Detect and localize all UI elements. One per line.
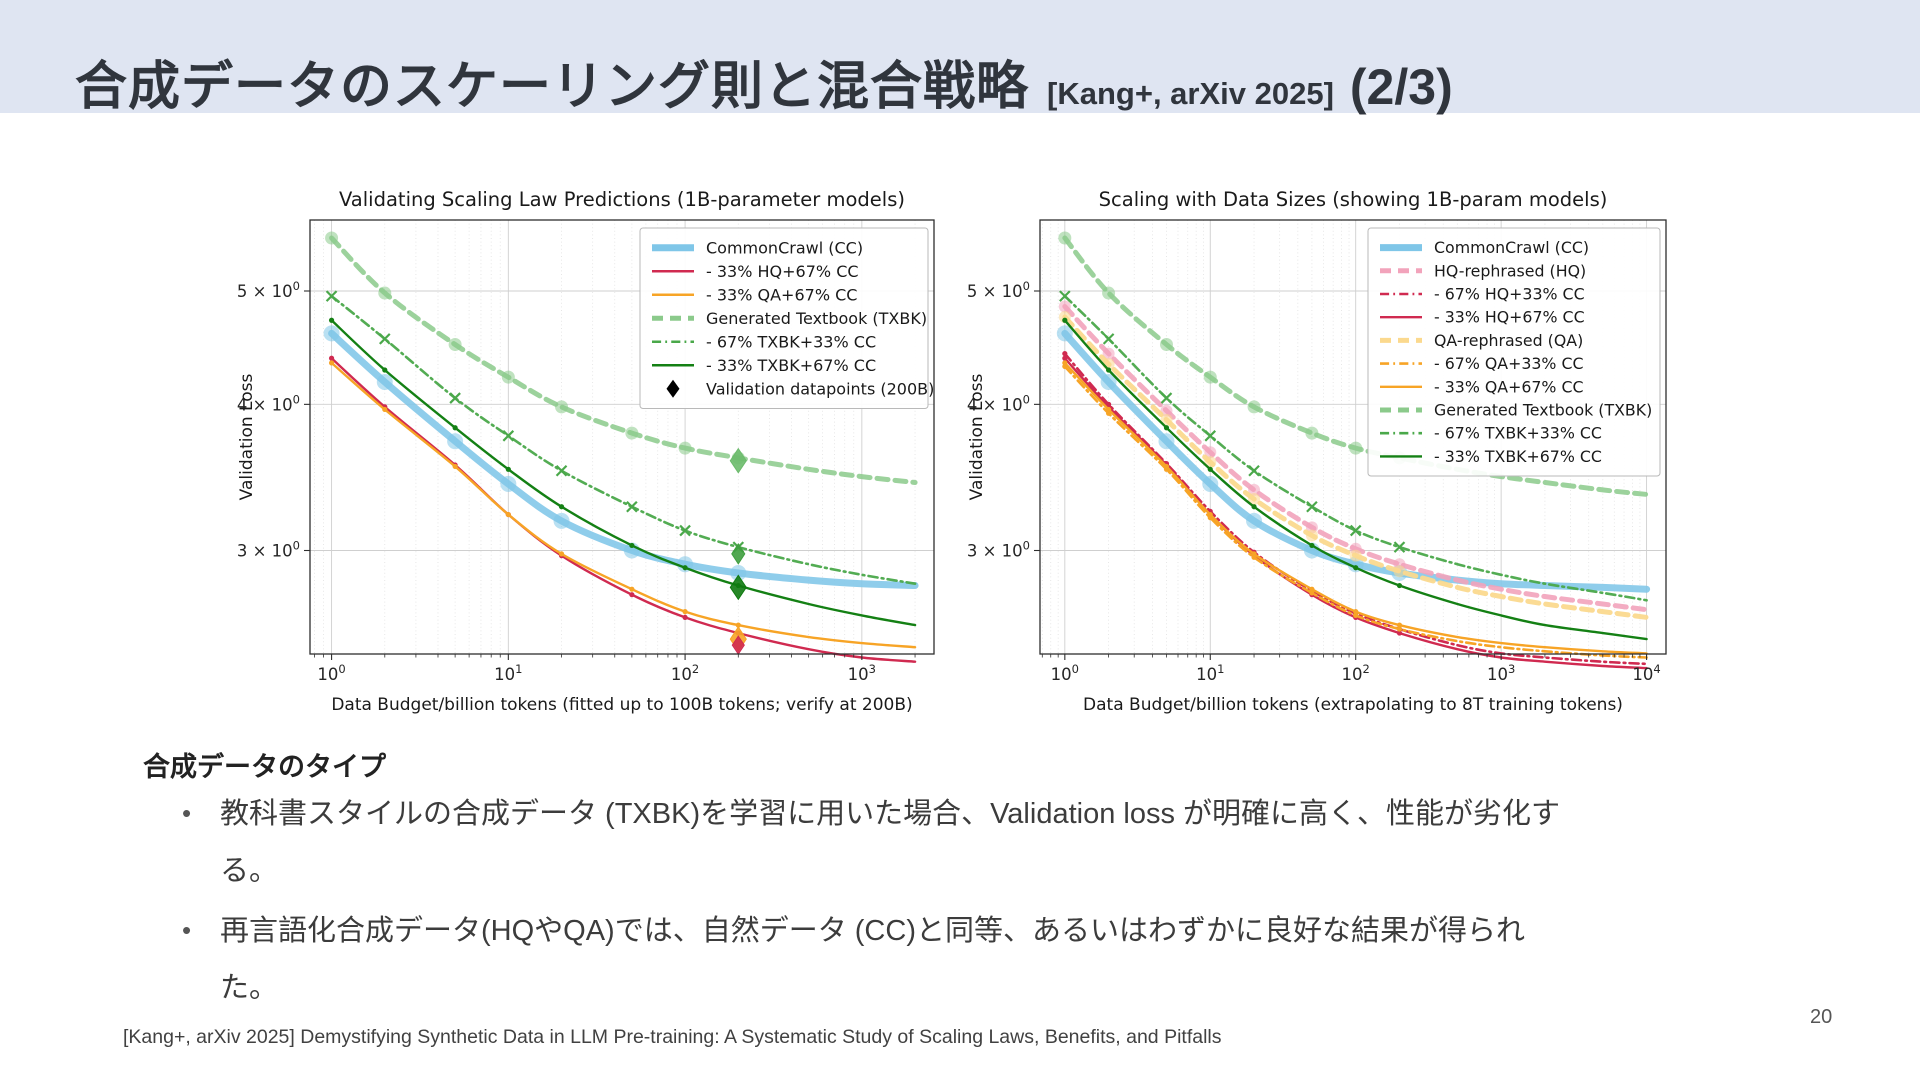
- svg-text:Generated Textbook (TXBK): Generated Textbook (TXBK): [1434, 401, 1652, 420]
- x-axis: 100 101 102 103: [314, 654, 916, 684]
- svg-text:101: 101: [494, 662, 522, 684]
- svg-text:- 67% QA+33% CC: - 67% QA+33% CC: [1434, 354, 1584, 373]
- y-axis: 3 × 100 4 × 100 5 × 100: [237, 279, 310, 560]
- title-band: 合成データのスケーリング則と混合戦略 [Kang+, arXiv 2025] (…: [0, 0, 1920, 116]
- bullet-item-rephrased: 再言語化合成データ(HQやQA)では、自然データ (CC)と同等、あるいはわずか…: [178, 903, 1578, 1016]
- svg-text:CommonCrawl (CC): CommonCrawl (CC): [1434, 238, 1589, 257]
- right-chart-svg: 100 101 102 103 104 3 × 100 4 × 100 5 × 100 Scal…: [967, 188, 1667, 715]
- svg-text:3 × 100: 3 × 100: [237, 538, 300, 560]
- svg-text:Validation datapoints (200B): Validation datapoints (200B): [706, 379, 934, 398]
- legend: CommonCrawl (CC) - 33% HQ+67% CC - 33% QA+…: [639, 227, 934, 409]
- legend: CommonCrawl (CC) HQ-rephrased (HQ) - 67% H…: [1367, 227, 1661, 477]
- title-row: 合成データのスケーリング則と混合戦略 [Kang+, arXiv 2025] (…: [0, 0, 1920, 119]
- svg-text:5 × 100: 5 × 100: [237, 279, 300, 301]
- svg-text:4 × 100: 4 × 100: [237, 392, 300, 414]
- svg-text:101: 101: [1196, 662, 1224, 684]
- page-number: 20: [1810, 1006, 1833, 1028]
- left-chart: 100 101 102 103 3 × 100 4 × 100 5 × 100 Validat…: [225, 148, 965, 743]
- svg-text:5 × 100: 5 × 100: [967, 279, 1030, 301]
- svg-text:4 × 100: 4 × 100: [967, 392, 1030, 414]
- plot-border: [309, 219, 935, 655]
- svg-text:103: 103: [1487, 662, 1515, 684]
- svg-text:- 33% HQ+67% CC: - 33% HQ+67% CC: [706, 262, 859, 281]
- svg-text:QA-rephrased (QA): QA-rephrased (QA): [1434, 331, 1583, 350]
- chart-title: Scaling with Data Sizes (showing 1B-para…: [1099, 188, 1608, 211]
- y-axis-label: Validation Loss: [967, 374, 987, 501]
- plot-border: [1039, 219, 1667, 655]
- svg-text:100: 100: [1051, 662, 1079, 684]
- validation-datapoints: [729, 447, 747, 656]
- svg-text:HQ-rephrased (HQ): HQ-rephrased (HQ): [1434, 261, 1586, 280]
- left-chart-svg: 100 101 102 103 3 × 100 4 × 100 5 × 100 Validat…: [237, 188, 935, 715]
- svg-text:- 33% TXBK+67% CC: - 33% TXBK+67% CC: [1434, 447, 1602, 466]
- svg-text:- 33% TXBK+67% CC: - 33% TXBK+67% CC: [706, 356, 876, 375]
- svg-text:104: 104: [1632, 662, 1660, 684]
- svg-text:- 33% QA+67% CC: - 33% QA+67% CC: [706, 285, 857, 304]
- svg-text:103: 103: [848, 662, 876, 684]
- svg-text:- 67% TXBK+33% CC: - 67% TXBK+33% CC: [1434, 424, 1602, 443]
- svg-text:3 × 100: 3 × 100: [967, 538, 1030, 560]
- series-commoncrawl-cc-: [323, 325, 919, 589]
- svg-text:- 67% TXBK+33% CC: - 67% TXBK+33% CC: [706, 332, 876, 351]
- series--33-qa-67-cc: [328, 360, 917, 649]
- x-axis: 100 101 102 103 104: [1041, 654, 1661, 684]
- bullet-item-txbk: 教科書スタイルの合成データ (TXBK)を学習に用いた場合、Validation…: [178, 786, 1578, 899]
- body-heading: 合成データのタイプ: [143, 752, 386, 782]
- x-axis-label: Data Budget/billion tokens (fitted up to…: [331, 695, 912, 715]
- page-title: 合成データのスケーリング則と混合戦略: [75, 58, 1030, 116]
- svg-text:- 33% QA+67% CC: - 33% QA+67% CC: [1434, 377, 1584, 396]
- y-axis-label: Validation Loss: [237, 374, 257, 501]
- svg-text:- 67% HQ+33% CC: - 67% HQ+33% CC: [1434, 285, 1585, 304]
- svg-text:Generated Textbook (TXBK): Generated Textbook (TXBK): [706, 309, 927, 328]
- series-generated-textbook-txbk-: [325, 231, 918, 485]
- title-citation: [Kang+, arXiv 2025]: [1047, 76, 1334, 111]
- svg-text:102: 102: [671, 662, 699, 684]
- title-page-indicator: (2/3): [1349, 59, 1453, 115]
- y-axis: 3 × 100 4 × 100 5 × 100: [967, 279, 1040, 560]
- series-commoncrawl-cc-: [1056, 325, 1651, 593]
- svg-text:- 33% HQ+67% CC: - 33% HQ+67% CC: [1434, 308, 1585, 327]
- x-axis-label: Data Budget/billion tokens (extrapolatin…: [1083, 695, 1623, 715]
- series--67-txbk-33-cc: [1059, 290, 1648, 602]
- svg-text:CommonCrawl (CC): CommonCrawl (CC): [706, 238, 863, 257]
- right-chart: 100 101 102 103 104 3 × 100 4 × 100 5 × 100 Scal…: [955, 148, 1700, 743]
- series--33-qa-67-cc: [1062, 360, 1648, 655]
- svg-text:100: 100: [317, 662, 345, 684]
- series--33-txbk-67-cc: [1062, 317, 1648, 641]
- footer-citation: [Kang+, arXiv 2025] Demystifying Synthet…: [123, 1026, 1222, 1048]
- chart-title: Validating Scaling Law Predictions (1B-p…: [339, 188, 905, 211]
- bullet-list: 教科書スタイルの合成データ (TXBK)を学習に用いた場合、Validation…: [178, 786, 1578, 1020]
- svg-text:102: 102: [1342, 662, 1370, 684]
